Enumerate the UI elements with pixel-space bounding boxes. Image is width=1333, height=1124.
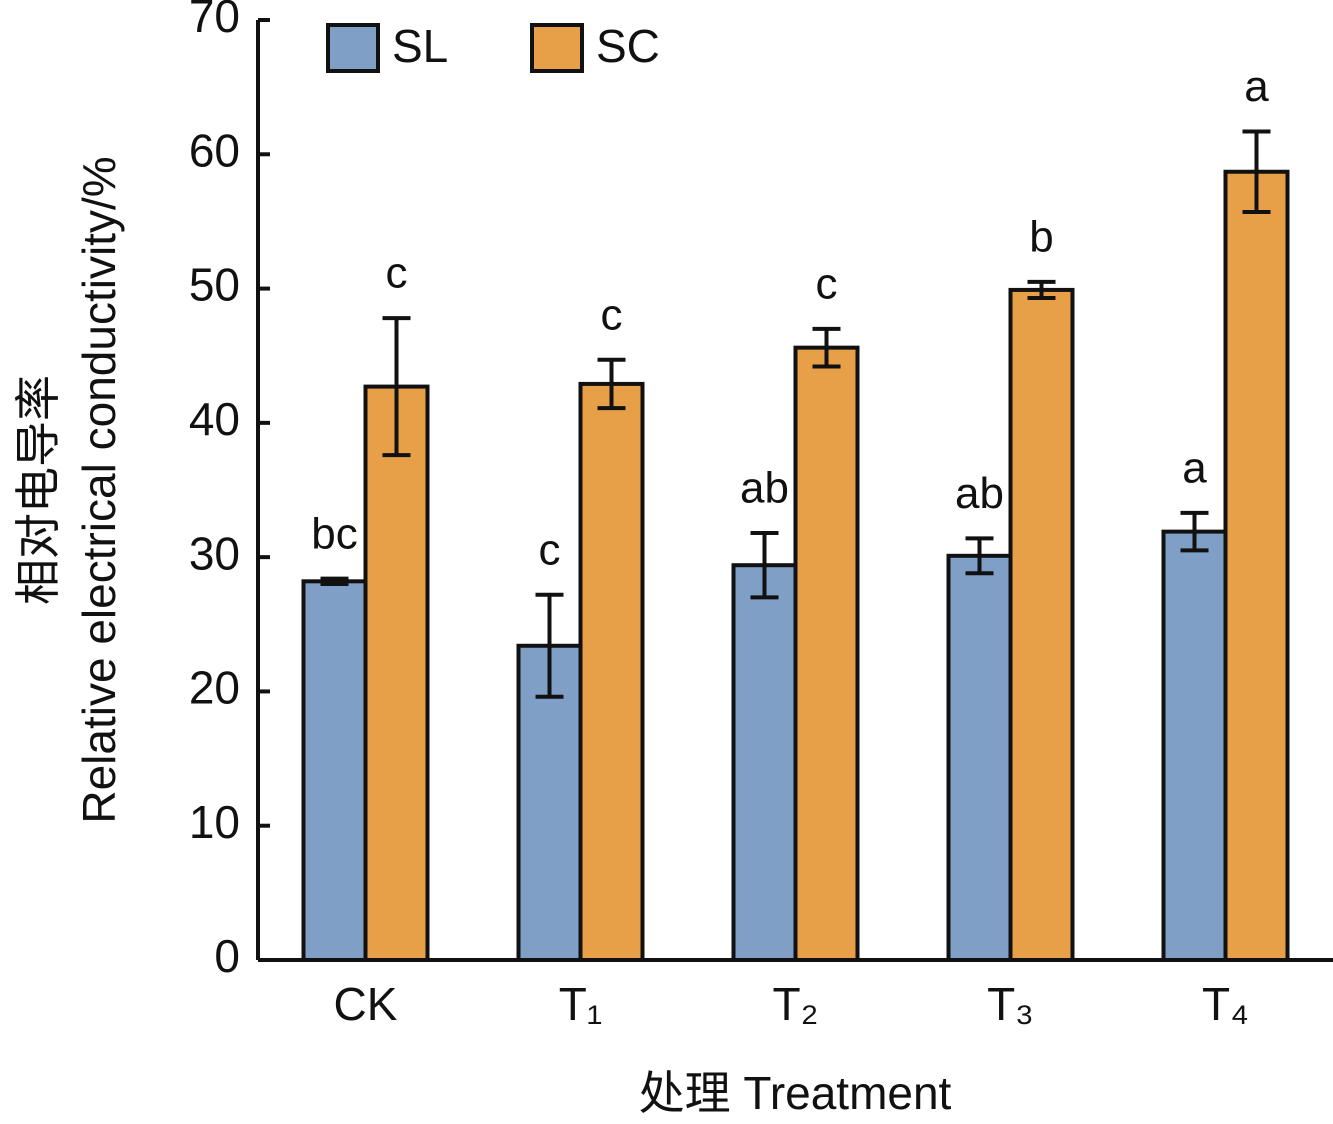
y-tick-label: 70: [189, 0, 240, 42]
bar: [578, 381, 645, 962]
significance-letter: ab: [740, 464, 789, 513]
error-bar: [1027, 279, 1056, 300]
significance-letter: a: [1244, 62, 1269, 111]
error-bar: [1242, 129, 1271, 215]
y-tick-label: 0: [214, 930, 240, 982]
significance-letter: ab: [955, 469, 1004, 518]
legend-swatch: [530, 23, 584, 73]
error-bar: [750, 530, 779, 600]
legend-label: SL: [392, 20, 448, 72]
error-bar: [597, 357, 626, 411]
y-tick-label: 50: [189, 259, 240, 311]
bar: [363, 384, 430, 963]
x-tick-label: T₂: [773, 978, 819, 1030]
x-tick-label: CK: [334, 978, 398, 1030]
significance-letter: a: [1182, 443, 1207, 492]
bar: [1161, 529, 1228, 963]
significance-letter: b: [1029, 212, 1053, 261]
error-bar: [812, 326, 841, 369]
error-bar: [382, 316, 411, 458]
bar: [1008, 287, 1075, 962]
significance-letter: c: [386, 249, 408, 298]
bar: [731, 563, 798, 962]
legend-label: SC: [596, 20, 660, 72]
x-tick-label: T₁: [559, 978, 603, 1030]
y-tick-label: 30: [189, 527, 240, 579]
error-bar: [535, 592, 564, 699]
x-tick-label: T₃: [987, 978, 1034, 1030]
error-bar: [1180, 510, 1209, 553]
y-tick-label: 20: [189, 662, 240, 714]
y-tick-label: 10: [189, 796, 240, 848]
bar: [946, 553, 1013, 962]
bar: [516, 643, 583, 962]
bar: [1223, 169, 1290, 962]
bar: [793, 345, 860, 962]
significance-letter: c: [539, 525, 561, 574]
significance-letter: c: [816, 259, 838, 308]
y-axis-title: Relative electrical conductivity/%: [73, 156, 125, 823]
y-axis-title-cn: 相对电导率: [12, 375, 64, 605]
x-tick-label: T₄: [1202, 978, 1249, 1030]
bar: [301, 579, 368, 962]
significance-letter: c: [601, 290, 623, 339]
significance-letter: bc: [311, 509, 357, 558]
error-bar: [965, 536, 994, 576]
error-bar: [320, 576, 349, 586]
y-tick-label: 60: [189, 124, 240, 176]
y-tick-label: 40: [189, 393, 240, 445]
x-axis-title: 处理 Treatment: [639, 1067, 952, 1119]
legend-swatch: [326, 23, 380, 73]
